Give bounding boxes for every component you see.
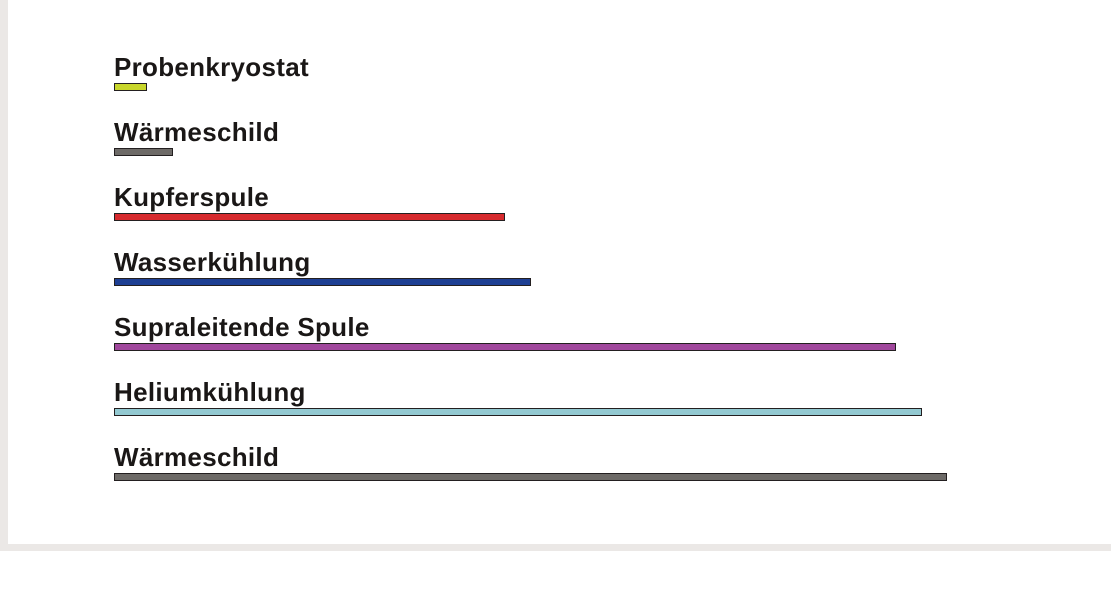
layer-label: Supraleitende Spule: [114, 312, 370, 342]
layer-label: Heliumkühlung: [114, 377, 306, 407]
diagram-panel: Probenkryostat Wärmeschild Kupferspule W…: [8, 0, 1111, 544]
layer-bar: [114, 473, 947, 481]
layer-bar: [114, 408, 922, 416]
layer-label: Kupferspule: [114, 182, 269, 212]
layer-label: Wärmeschild: [114, 117, 280, 147]
layer-bar: [114, 278, 531, 286]
layer-label: Wärmeschild: [114, 442, 280, 472]
layer-bar: [114, 148, 173, 156]
layer-bar: [114, 83, 147, 91]
layer-bar: [114, 343, 896, 351]
layer-label: Wasserkühlung: [114, 247, 311, 277]
layer-bar: [114, 213, 505, 221]
diagram-frame: Probenkryostat Wärmeschild Kupferspule W…: [0, 0, 1111, 551]
page-bottom-margin: [0, 551, 1111, 613]
layer-label: Probenkryostat: [114, 52, 309, 82]
